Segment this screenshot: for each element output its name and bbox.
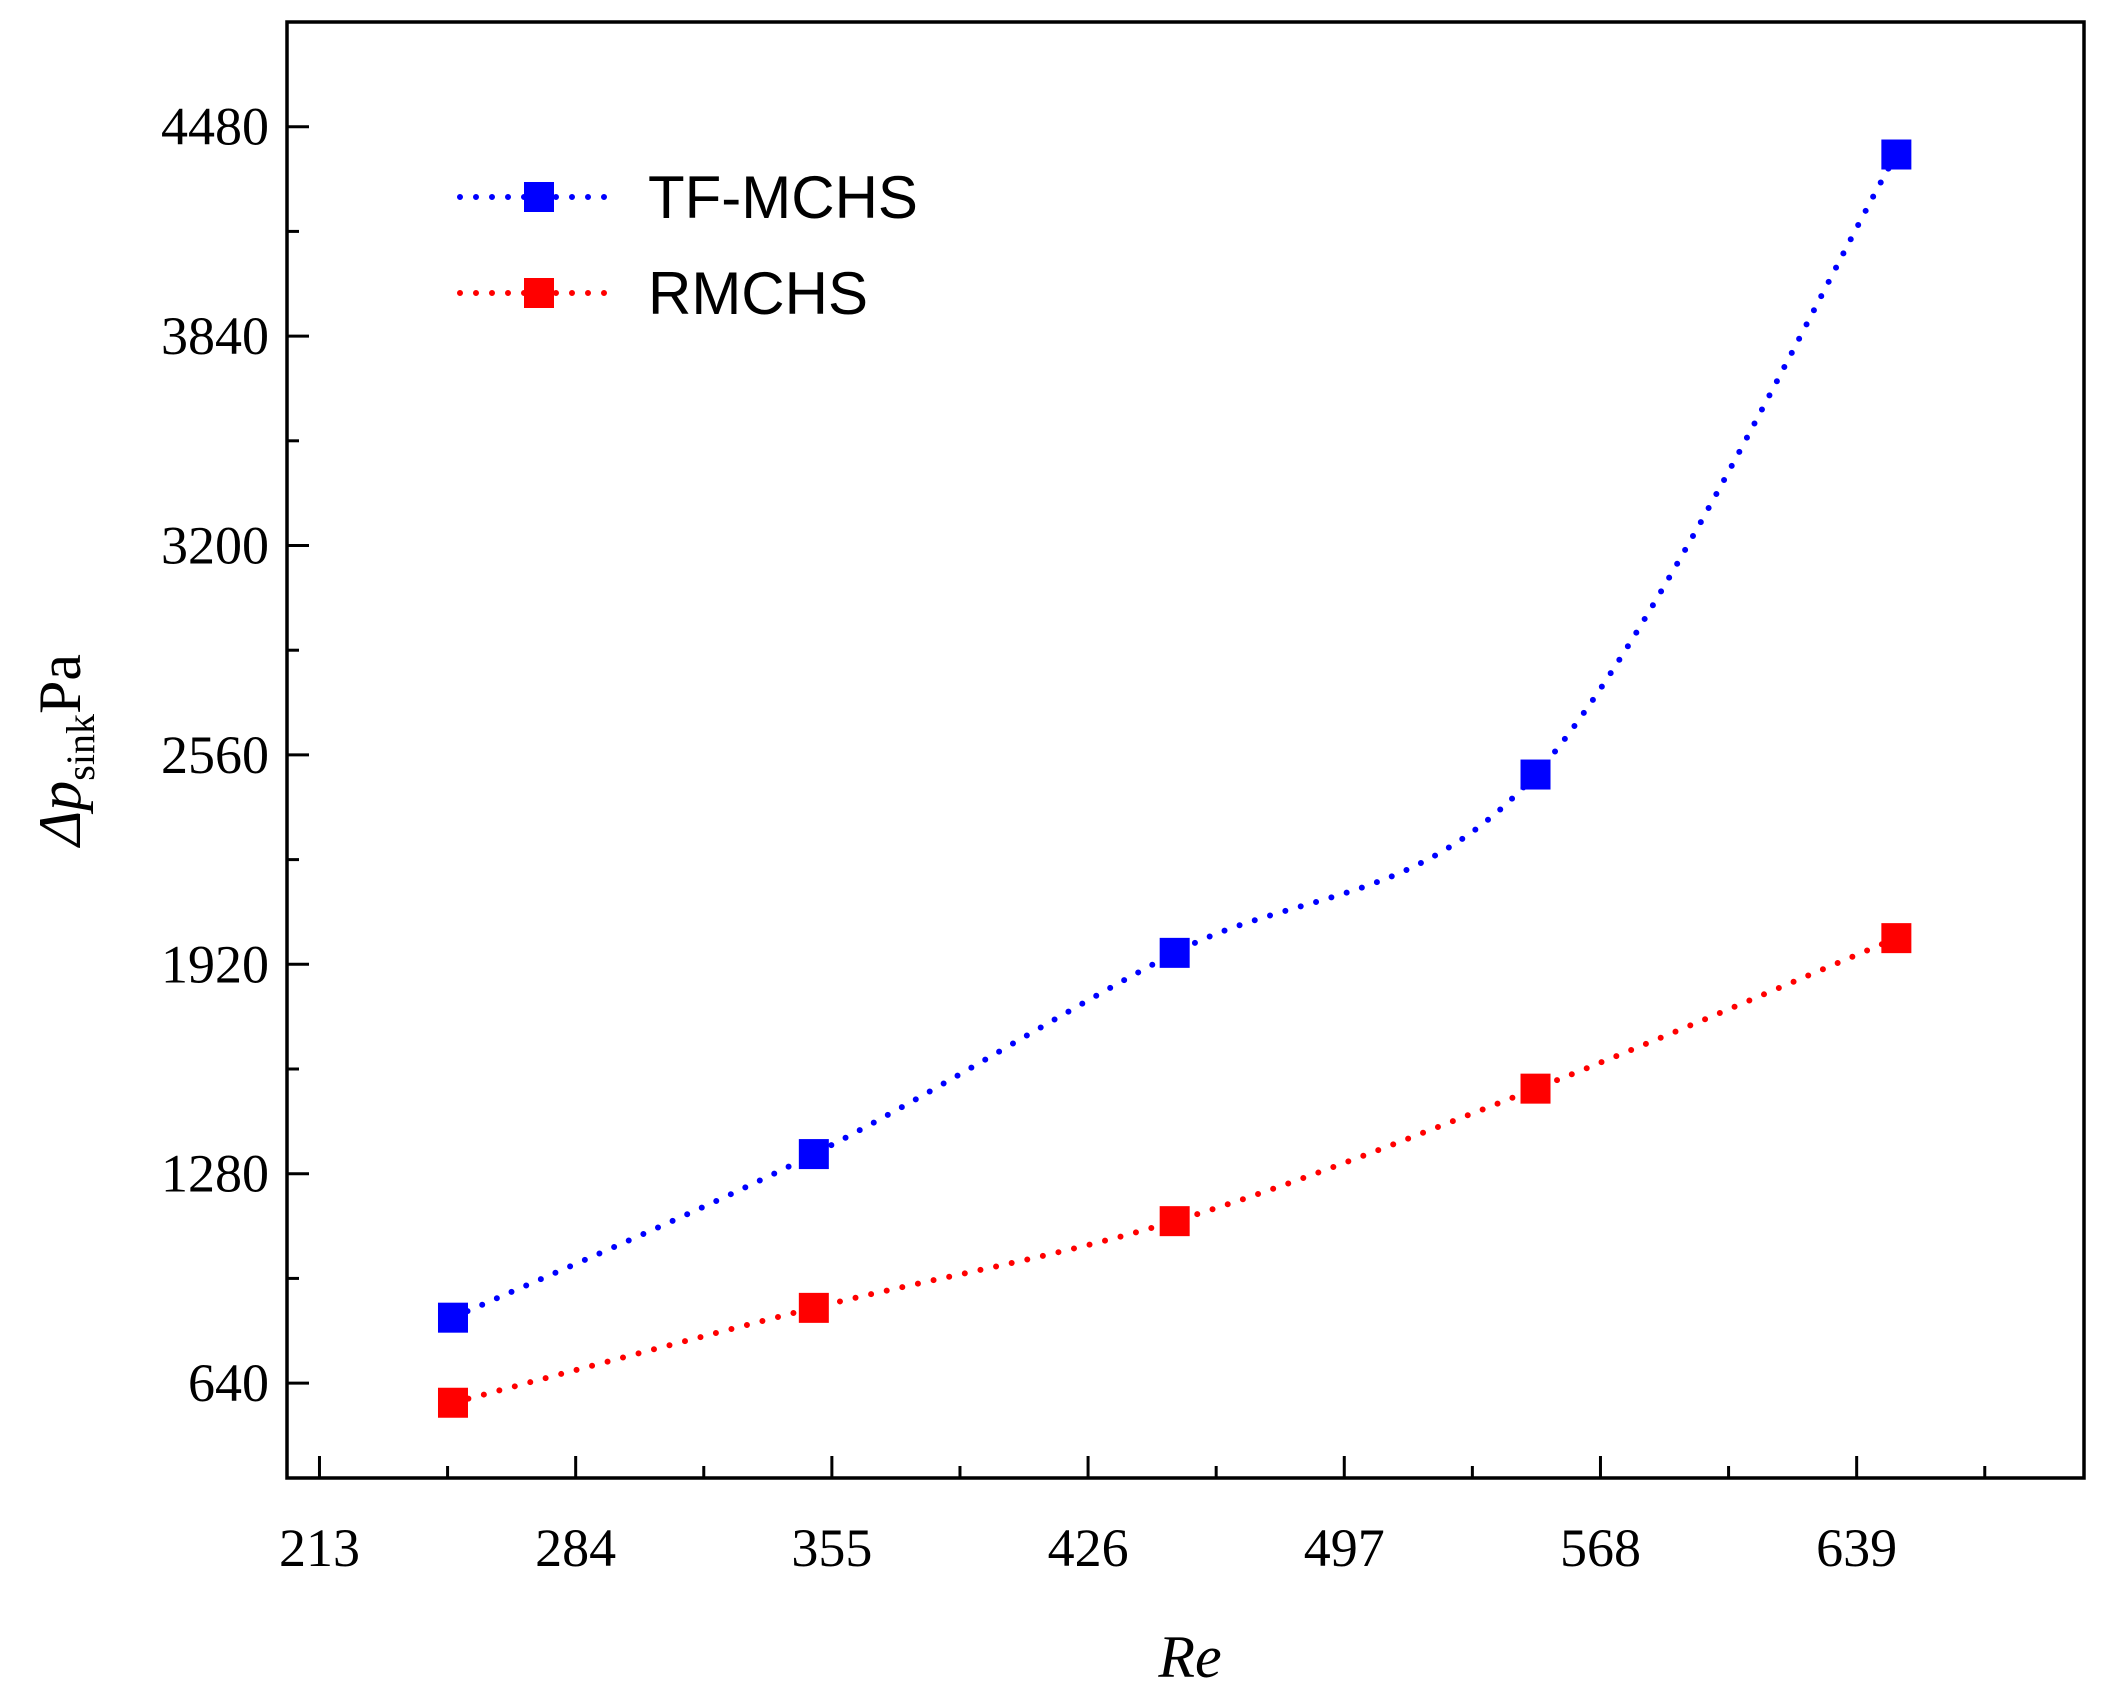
data-point-tf-mchs <box>1881 139 1912 170</box>
y-tick-label: 2560 <box>161 725 269 785</box>
plot-area <box>437 139 1912 1418</box>
data-point-tf-mchs <box>1159 937 1190 968</box>
x-tick-label: 568 <box>1560 1518 1641 1578</box>
x-tick-label: 497 <box>1304 1518 1385 1578</box>
x-axis-title: Re <box>1157 1624 1221 1690</box>
legend-marker <box>524 278 554 308</box>
series-line-tf-mchs <box>449 151 1900 1321</box>
x-tick-label: 639 <box>1816 1518 1897 1578</box>
x-tick-label: 426 <box>1048 1518 1129 1578</box>
y-tick-label: 3840 <box>161 306 269 366</box>
x-tick-label: 284 <box>535 1518 616 1578</box>
x-tick-label: 355 <box>791 1518 872 1578</box>
series-line-rmchs <box>449 935 1900 1406</box>
legend-label: TF-MCHS <box>648 164 918 231</box>
y-tick-label: 1280 <box>161 1144 269 1204</box>
data-point-rmchs <box>437 1387 468 1418</box>
data-point-rmchs <box>1159 1206 1190 1237</box>
x-tick-label: 213 <box>279 1518 360 1578</box>
x-axis: 213 284 355 426 497 568 639 <box>279 1456 1987 1578</box>
plot-frame <box>285 20 2086 1480</box>
data-point-rmchs <box>1881 923 1912 954</box>
y-tick-label: 3200 <box>161 516 269 576</box>
y-tick-label: 1920 <box>161 934 269 994</box>
legend-marker <box>524 182 554 212</box>
legend: TF-MCHS RMCHS <box>457 164 918 327</box>
y-tick-label: 4480 <box>161 97 269 157</box>
data-point-tf-mchs <box>798 1139 829 1170</box>
data-point-tf-mchs <box>1520 759 1551 790</box>
data-point-rmchs <box>1520 1073 1551 1104</box>
data-point-tf-mchs <box>437 1302 468 1333</box>
y-axis-title: ΔpsinkPa <box>27 654 103 848</box>
y-axis: 640 1280 1920 2560 3200 3840 4480 <box>161 97 309 1413</box>
y-tick-label: 640 <box>188 1353 269 1413</box>
data-point-rmchs <box>798 1292 829 1323</box>
legend-label: RMCHS <box>648 260 868 327</box>
